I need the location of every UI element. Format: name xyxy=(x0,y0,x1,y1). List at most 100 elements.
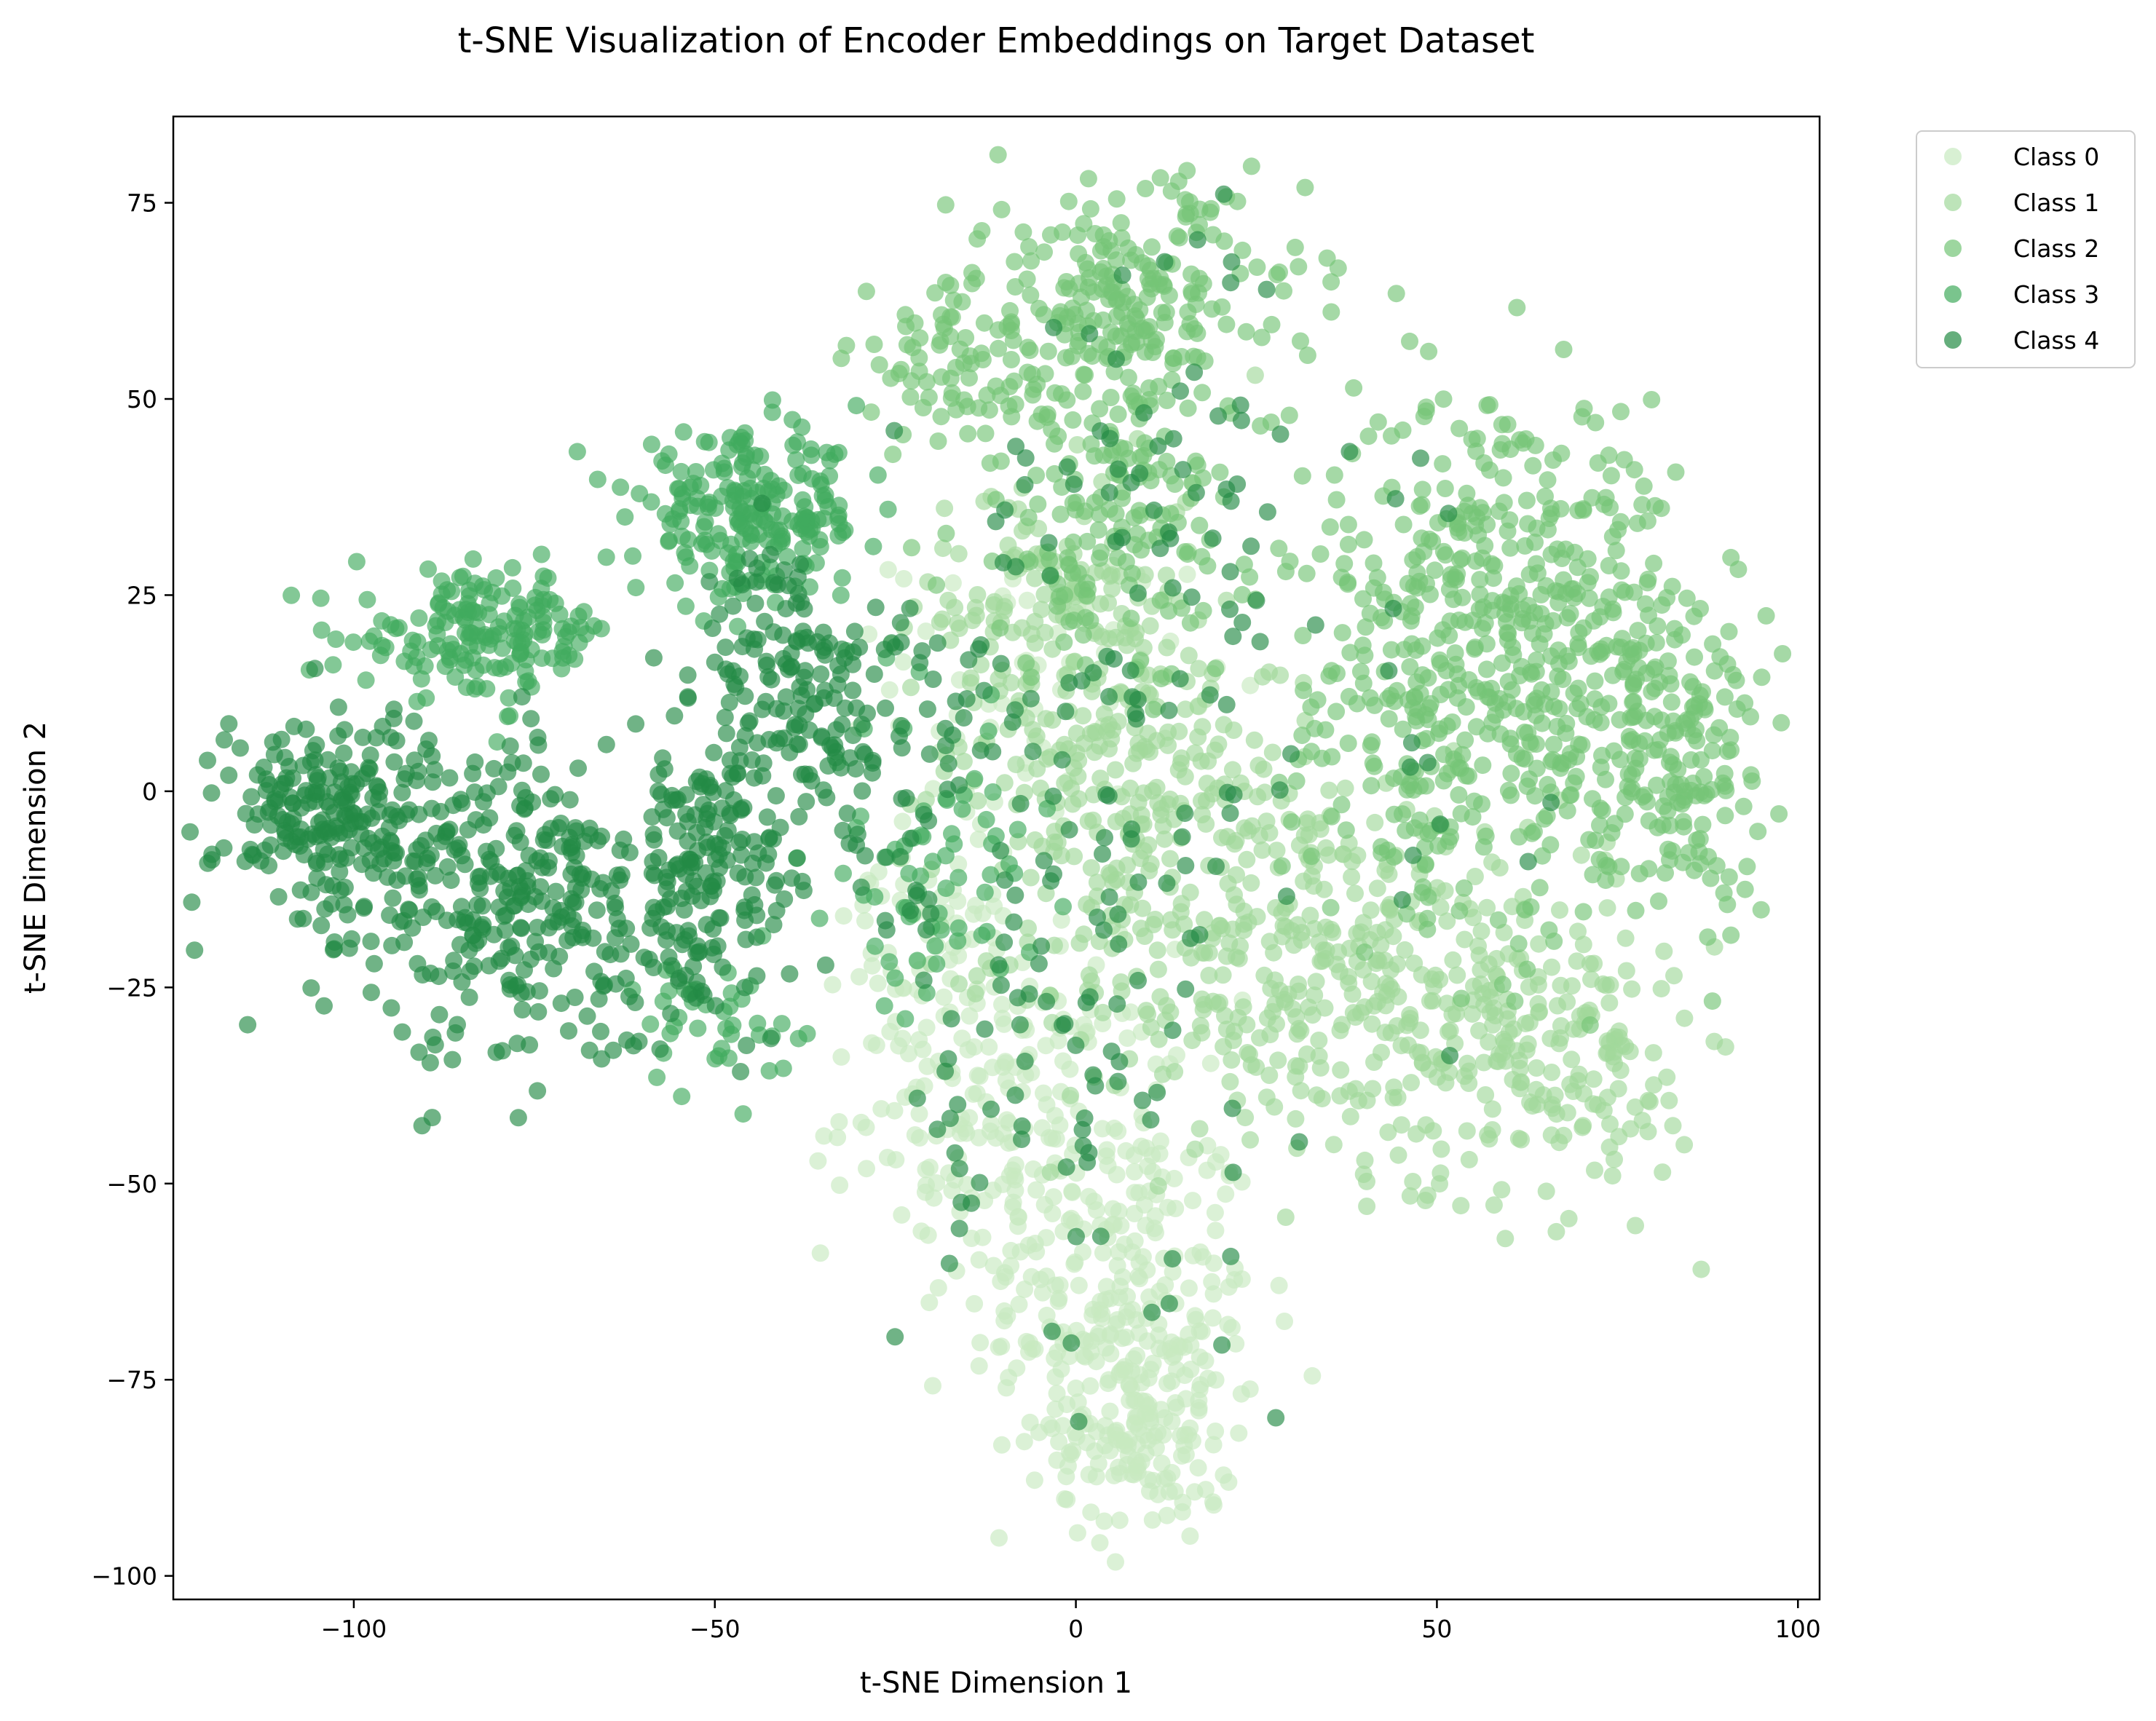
data-point xyxy=(487,1043,505,1061)
data-point xyxy=(1035,306,1053,324)
data-point xyxy=(1070,934,1089,952)
data-point xyxy=(1396,941,1414,959)
data-point xyxy=(1527,1080,1545,1099)
data-point xyxy=(1075,1109,1094,1127)
data-point xyxy=(949,1096,967,1114)
data-point xyxy=(1273,857,1291,875)
data-point xyxy=(810,531,829,549)
data-point xyxy=(186,941,204,960)
data-point xyxy=(704,783,722,802)
data-point xyxy=(1485,1196,1503,1214)
data-point xyxy=(1070,1276,1088,1294)
data-point xyxy=(1366,813,1384,831)
data-point xyxy=(1413,1053,1432,1072)
data-point xyxy=(1526,436,1544,454)
data-point xyxy=(713,454,731,472)
data-point xyxy=(695,432,714,451)
data-point xyxy=(970,1251,988,1269)
data-point xyxy=(1209,407,1228,425)
data-point xyxy=(540,852,558,870)
data-point xyxy=(1105,1119,1124,1137)
data-point xyxy=(1333,1016,1351,1034)
data-point xyxy=(906,1126,924,1144)
data-point xyxy=(1004,331,1022,349)
data-point xyxy=(275,842,293,860)
data-point xyxy=(1014,223,1032,241)
data-point xyxy=(1046,833,1064,851)
data-point xyxy=(1170,229,1188,247)
data-point xyxy=(1194,601,1212,620)
data-point xyxy=(1056,1015,1074,1033)
data-point xyxy=(968,967,986,985)
data-point xyxy=(1222,492,1240,510)
data-point xyxy=(1105,1466,1123,1484)
data-point xyxy=(487,839,505,858)
data-point xyxy=(297,720,315,738)
data-point xyxy=(978,922,996,941)
data-point xyxy=(1442,828,1460,846)
data-point xyxy=(932,368,950,386)
data-point xyxy=(1356,943,1374,961)
data-point xyxy=(544,913,562,931)
data-point xyxy=(1470,1021,1488,1040)
data-point xyxy=(216,731,233,749)
data-point xyxy=(643,808,661,826)
data-point xyxy=(1721,729,1740,746)
data-point xyxy=(1130,502,1148,520)
data-point xyxy=(748,967,766,985)
data-point xyxy=(1074,707,1092,725)
data-point xyxy=(852,878,870,896)
data-point xyxy=(410,1043,428,1061)
data-point xyxy=(1513,614,1531,632)
data-point xyxy=(1118,1029,1137,1047)
data-point xyxy=(1020,238,1038,256)
data-point xyxy=(865,665,883,683)
data-point xyxy=(481,809,499,827)
data-point xyxy=(857,282,875,301)
data-point xyxy=(1018,270,1036,288)
data-point xyxy=(1544,735,1563,753)
data-point xyxy=(1290,1133,1308,1151)
data-point xyxy=(1339,735,1357,752)
data-point xyxy=(1560,1209,1578,1227)
data-point xyxy=(1122,609,1140,628)
data-point xyxy=(1303,847,1321,866)
data-point xyxy=(1469,937,1487,955)
data-point xyxy=(1180,1279,1198,1297)
data-point xyxy=(915,971,933,989)
data-point xyxy=(1603,1167,1622,1185)
data-point xyxy=(1228,948,1245,966)
data-point xyxy=(1520,1013,1539,1032)
data-point xyxy=(1121,1003,1140,1021)
data-point xyxy=(783,869,801,887)
data-point xyxy=(993,995,1011,1013)
data-point xyxy=(738,1037,756,1054)
data-point xyxy=(1722,926,1740,944)
data-point xyxy=(1174,461,1192,479)
data-point xyxy=(1117,1308,1135,1326)
data-point xyxy=(1156,1276,1174,1294)
data-point xyxy=(521,1036,539,1054)
data-point xyxy=(1434,390,1453,408)
data-point xyxy=(1065,533,1083,551)
data-point xyxy=(950,620,968,637)
data-point xyxy=(915,806,933,823)
data-point xyxy=(1652,980,1670,998)
data-point xyxy=(1639,570,1657,588)
data-point xyxy=(1196,1481,1215,1499)
data-point xyxy=(534,567,553,585)
data-point xyxy=(829,527,848,545)
data-point xyxy=(824,976,842,994)
data-point xyxy=(1250,827,1268,844)
data-point xyxy=(1038,992,1056,1010)
data-point xyxy=(658,873,676,890)
data-point xyxy=(307,766,325,784)
data-point xyxy=(1024,721,1042,739)
data-point xyxy=(1511,431,1528,449)
data-point xyxy=(1479,724,1497,743)
data-point xyxy=(1138,1261,1156,1279)
data-point xyxy=(1070,245,1088,263)
data-point xyxy=(1296,178,1314,197)
data-point xyxy=(777,688,795,706)
data-point xyxy=(641,1015,660,1033)
